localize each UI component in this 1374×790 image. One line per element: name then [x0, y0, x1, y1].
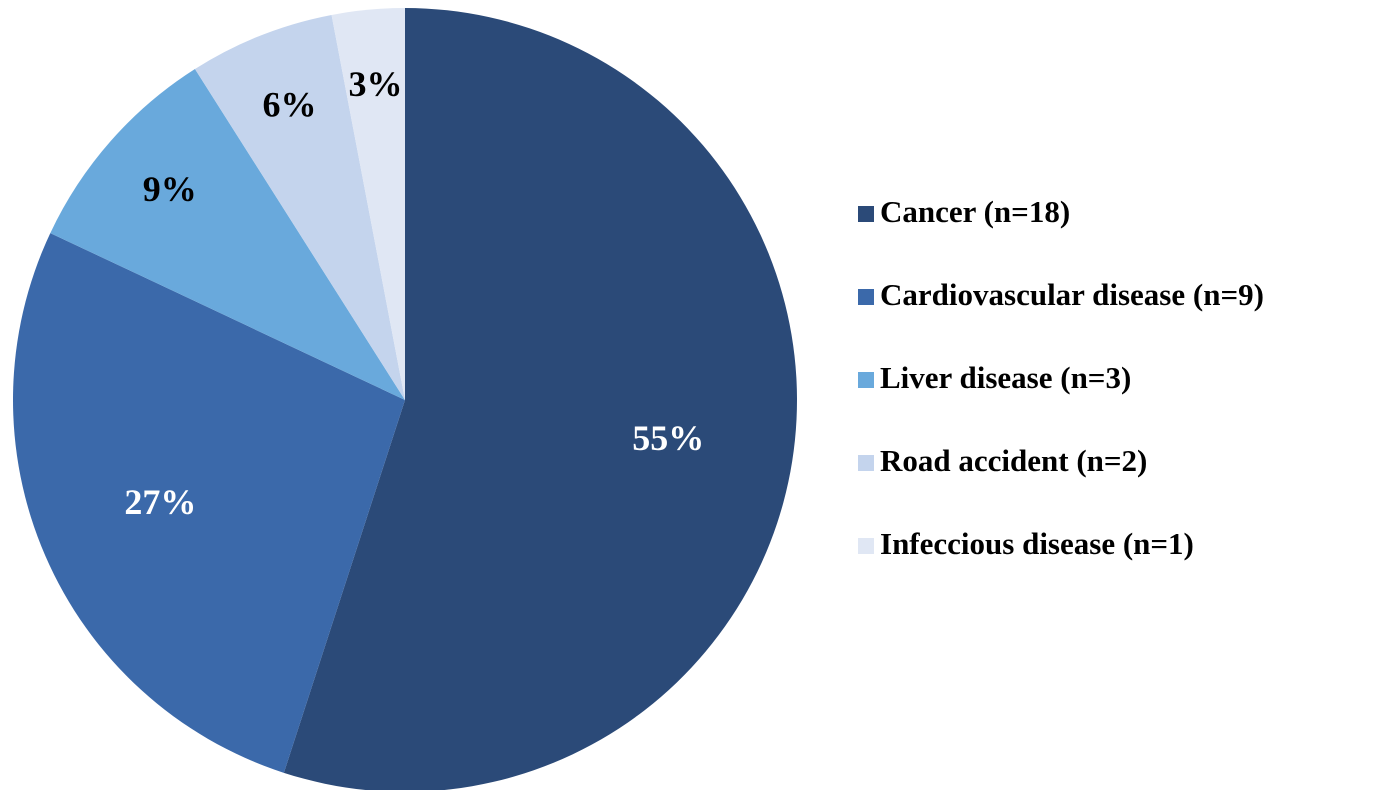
pie-slice: [194, 14, 405, 401]
data-label: 27%: [124, 482, 196, 522]
data-label: 55%: [632, 418, 704, 458]
pie-slice: [12, 233, 405, 773]
legend-label: Cardiovascular disease (n=9): [880, 277, 1264, 312]
data-label: 6%: [263, 85, 317, 125]
legend-label: Cancer (n=18): [880, 194, 1070, 229]
pie-slice: [50, 69, 405, 401]
legend-swatch: [858, 206, 874, 222]
legend-label: Road accident (n=2): [880, 443, 1147, 478]
pie-slice: [331, 8, 405, 400]
legend-swatch: [858, 455, 874, 471]
data-label: 9%: [143, 169, 197, 209]
legend-swatch: [858, 372, 874, 388]
legend-label: Infeccious disease (n=1): [880, 526, 1194, 561]
pie-slice: [283, 8, 797, 790]
legend-swatch: [858, 538, 874, 554]
legend-swatch: [858, 289, 874, 305]
legend-label: Liver disease (n=3): [880, 360, 1131, 395]
data-label: 3%: [348, 64, 402, 104]
